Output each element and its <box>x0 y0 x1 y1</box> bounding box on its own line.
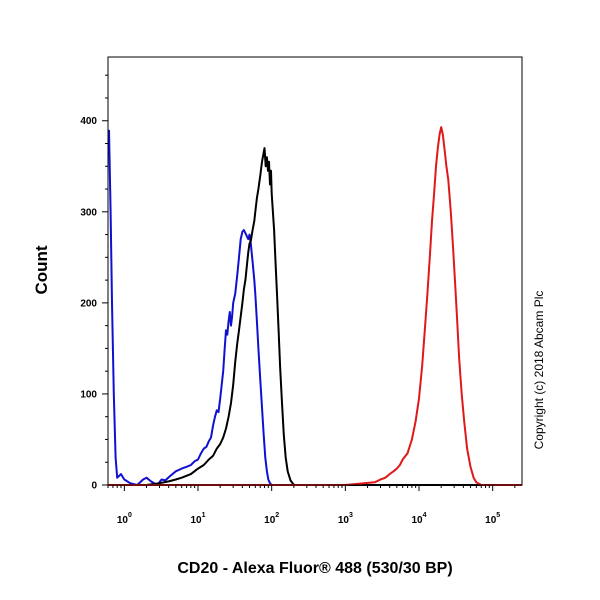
x-axis-ticks: 100 101 102 103 104 105 <box>107 485 516 526</box>
y-tick-label: 100 <box>80 389 97 400</box>
histogram-curve-3 <box>108 126 522 486</box>
x-tick-label: 105 <box>485 512 500 526</box>
plot-frame <box>107 56 523 486</box>
y-tick-label: 400 <box>80 116 97 127</box>
copyright-notice: Copyright (c) 2018 Abcam Plc <box>532 291 546 450</box>
x-tick-label: 104 <box>412 512 427 526</box>
y-axis-ticks: 0 100 200 300 400 <box>80 74 108 492</box>
histogram-curve-1 <box>108 129 522 486</box>
y-tick-label: 200 <box>80 298 97 309</box>
x-tick-label: 100 <box>117 512 132 526</box>
x-tick-label: 102 <box>264 512 279 526</box>
x-axis-title: CD20 - Alexa Fluor® 488 (530/30 BP) <box>177 560 452 577</box>
histogram-curves <box>108 126 522 486</box>
y-axis-title: Count <box>32 245 51 294</box>
x-tick-label: 101 <box>190 512 205 526</box>
y-tick-label: 300 <box>80 207 97 218</box>
histogram-curve-2 <box>108 147 522 486</box>
x-tick-label: 103 <box>338 512 353 526</box>
y-tick-label: 0 <box>91 481 97 492</box>
